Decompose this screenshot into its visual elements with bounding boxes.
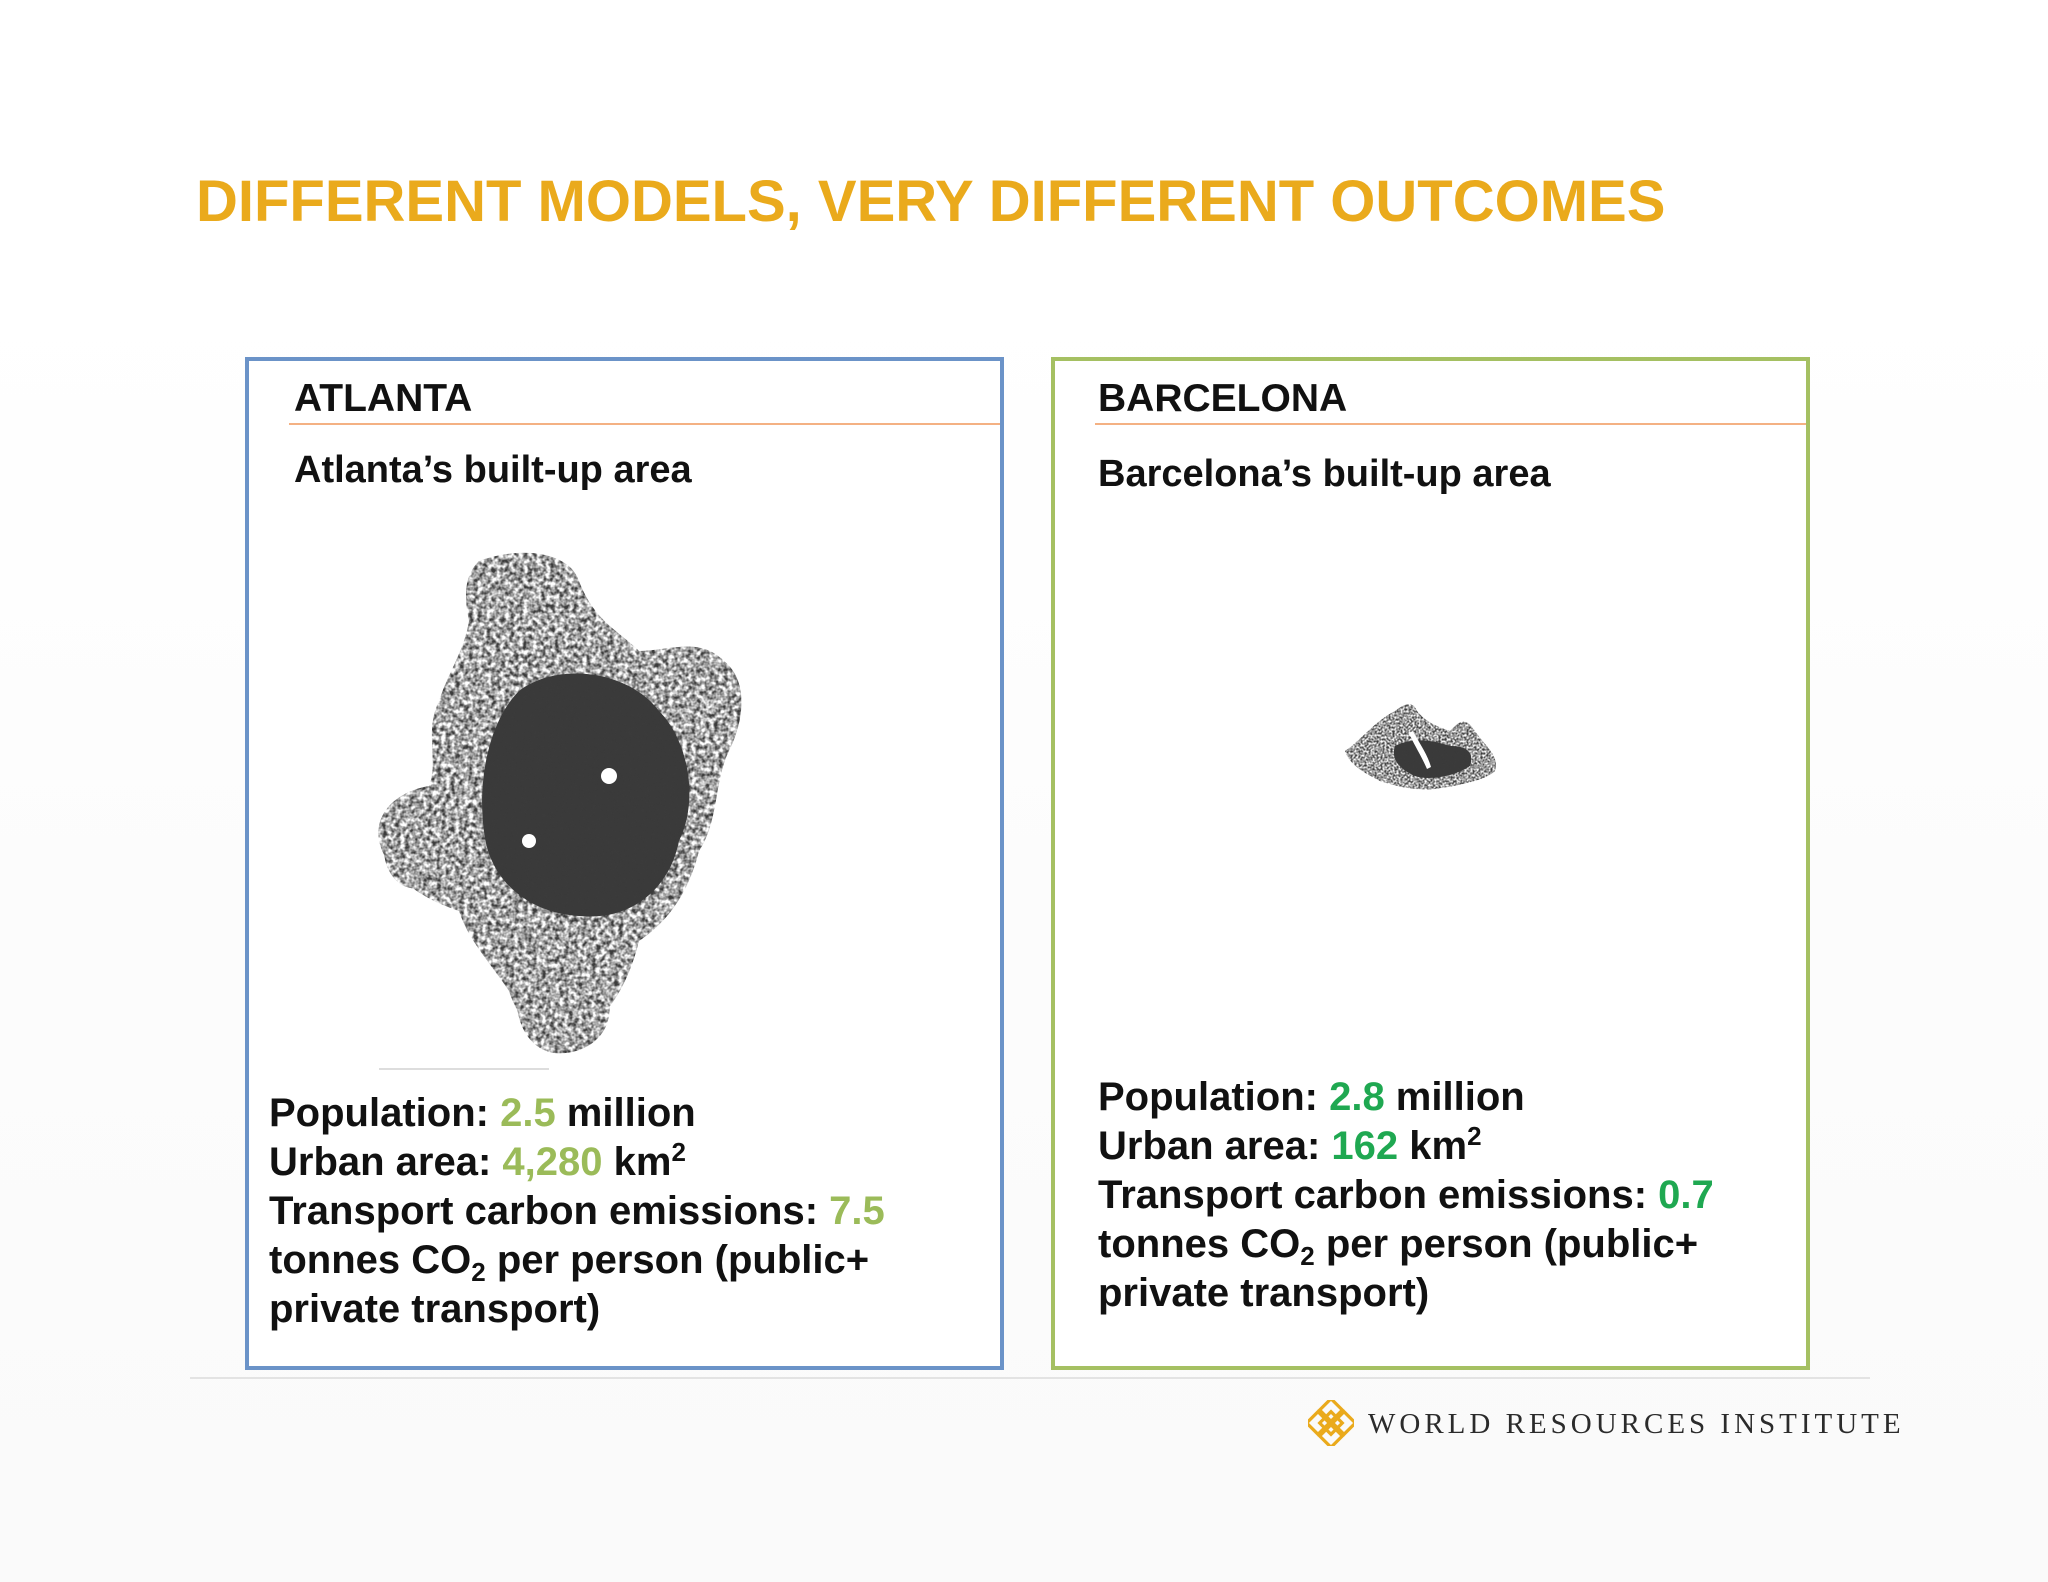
atlanta-emissions: Transport carbon emissions: 7.5 (269, 1189, 885, 1233)
barcelona-divider (1095, 423, 1806, 425)
footer-divider (190, 1377, 1870, 1379)
barcelona-emissions: Transport carbon emissions: 0.7 (1098, 1173, 1714, 1217)
wri-knot-logo-icon (1308, 1400, 1354, 1446)
barcelona-population: Population: 2.8 million (1098, 1075, 1525, 1119)
barcelona-statistics: Population: 2.8 million Urban area: 162 … (1098, 1073, 1798, 1318)
slide-title: DIFFERENT MODELS, VERY DIFFERENT OUTCOME… (196, 169, 1666, 234)
barcelona-emissions-unit: tonnes CO2 per person (public+ (1098, 1222, 1699, 1271)
organization-name: WORLD RESOURCES INSTITUTE (1368, 1408, 1905, 1440)
atlanta-emissions-unit: tonnes CO2 per person (public+ (269, 1238, 870, 1287)
atlanta-divider (289, 423, 1000, 425)
atlanta-emissions-note: private transport) (269, 1287, 601, 1331)
barcelona-panel: BARCELONA Barcelona’s built-up area Popu… (1051, 357, 1810, 1370)
atlanta-map-caption: Atlanta’s built-up area (294, 449, 692, 491)
atlanta-urban-area: Urban area: 4,280 km2 (269, 1137, 686, 1184)
atlanta-panel: ATLANTA Atlanta’s built-up area (245, 357, 1004, 1370)
barcelona-built-up-area-map (1345, 704, 1496, 790)
barcelona-urban-area: Urban area: 162 km2 (1098, 1121, 1482, 1168)
barcelona-map-caption: Barcelona’s built-up area (1098, 453, 1551, 495)
barcelona-heading: BARCELONA (1098, 377, 1348, 420)
atlanta-built-up-area-map (378, 552, 742, 1070)
barcelona-emissions-note: private transport) (1098, 1271, 1430, 1315)
atlanta-statistics: Population: 2.5 million Urban area: 4,28… (269, 1089, 989, 1334)
atlanta-heading: ATLANTA (294, 377, 473, 420)
atlanta-population: Population: 2.5 million (269, 1091, 696, 1135)
